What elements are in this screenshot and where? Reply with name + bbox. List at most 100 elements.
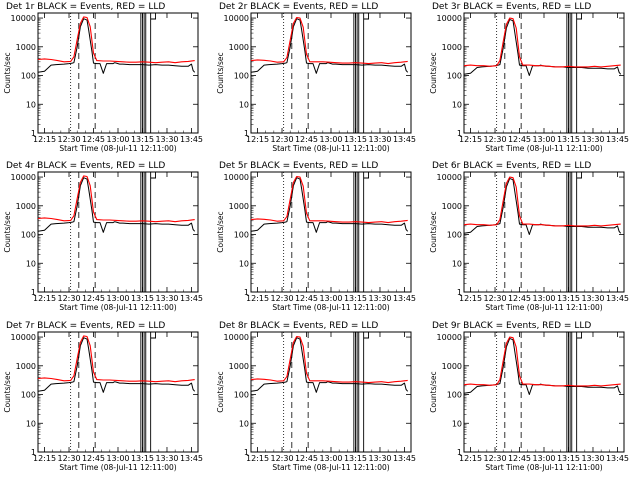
bracket-marker bbox=[363, 13, 370, 20]
y-tick-label: 1000 bbox=[229, 43, 249, 52]
y-tick-label: 10 bbox=[452, 419, 462, 428]
plot-frame bbox=[37, 171, 199, 293]
lld-series-line bbox=[250, 16, 408, 65]
panel-title: Det 5r BLACK = Events, RED = LLD bbox=[219, 161, 378, 171]
x-tick-label: 13:30 bbox=[368, 294, 391, 303]
y-tick-label: 1 bbox=[244, 288, 249, 297]
events-series-line bbox=[37, 18, 196, 74]
panel-title: Det 4r BLACK = Events, RED = LLD bbox=[6, 161, 165, 171]
lld-series-line bbox=[37, 175, 195, 223]
events-series-line bbox=[37, 337, 196, 393]
x-tick-label: 12:15 bbox=[33, 294, 56, 303]
x-tick-label: 13:30 bbox=[581, 135, 604, 144]
bracket-marker bbox=[150, 332, 157, 339]
x-tick-label: 12:15 bbox=[459, 294, 482, 303]
x-tick-label: 12:30 bbox=[270, 454, 293, 463]
y-tick-label: 10 bbox=[239, 419, 249, 428]
x-tick-label: 13:30 bbox=[581, 454, 604, 463]
x-tick-label: 12:30 bbox=[270, 135, 293, 144]
x-tick-label: 13:00 bbox=[532, 135, 555, 144]
x-axis-label: Start Time (08-Jul-11 12:11:00) bbox=[272, 303, 389, 312]
y-axis-label: Counts/sec bbox=[429, 371, 438, 412]
x-tick-label: 12:45 bbox=[82, 454, 105, 463]
y-tick-label: 10000 bbox=[224, 173, 249, 182]
y-tick-label: 10 bbox=[239, 100, 249, 109]
y-tick-label: 100 bbox=[447, 391, 462, 400]
y-axis-label: Counts/sec bbox=[429, 52, 438, 93]
y-tick-label: 1000 bbox=[442, 362, 462, 371]
detector-panel: Det 1r BLACK = Events, RED = LLD Counts/s… bbox=[3, 2, 203, 153]
y-tick-label: 10 bbox=[452, 100, 462, 109]
x-tick-label: 12:30 bbox=[270, 294, 293, 303]
x-tick-label: 12:15 bbox=[33, 454, 56, 463]
y-tick-label: 100 bbox=[447, 72, 462, 81]
plot-frame bbox=[463, 171, 625, 293]
bracket-marker bbox=[150, 13, 157, 20]
y-tick-label: 1000 bbox=[16, 362, 36, 371]
y-tick-label: 1 bbox=[457, 129, 462, 138]
plot-frame bbox=[250, 331, 412, 453]
y-tick-label: 10 bbox=[452, 259, 462, 268]
x-tick-label: 13:45 bbox=[393, 294, 416, 303]
y-tick-label: 10000 bbox=[11, 14, 36, 23]
x-tick-label: 12:15 bbox=[246, 454, 269, 463]
lld-series-line bbox=[463, 17, 621, 68]
y-tick-label: 1000 bbox=[229, 202, 249, 211]
y-tick-label: 1 bbox=[457, 288, 462, 297]
x-tick-label: 12:45 bbox=[295, 135, 318, 144]
y-tick-label: 100 bbox=[21, 72, 36, 81]
x-tick-label: 13:30 bbox=[368, 135, 391, 144]
y-tick-label: 1000 bbox=[229, 362, 249, 371]
y-tick-label: 10000 bbox=[11, 173, 36, 182]
y-tick-label: 10 bbox=[239, 259, 249, 268]
x-tick-label: 13:30 bbox=[155, 135, 178, 144]
x-tick-label: 13:15 bbox=[344, 454, 367, 463]
x-tick-label: 12:15 bbox=[459, 454, 482, 463]
x-tick-label: 12:30 bbox=[483, 454, 506, 463]
x-axis-label: Start Time (08-Jul-11 12:11:00) bbox=[272, 463, 389, 472]
y-tick-label: 100 bbox=[21, 391, 36, 400]
detector-panel: Det 6r BLACK = Events, RED = LLD Counts/s… bbox=[429, 161, 629, 312]
lld-series-line bbox=[250, 175, 408, 224]
x-axis-label: Start Time (08-Jul-11 12:11:00) bbox=[485, 144, 602, 153]
x-tick-label: 12:15 bbox=[246, 135, 269, 144]
y-tick-label: 1 bbox=[244, 448, 249, 457]
bracket-marker bbox=[576, 13, 583, 20]
lld-series-line bbox=[250, 335, 408, 384]
x-tick-label: 13:45 bbox=[180, 135, 203, 144]
x-tick-label: 13:45 bbox=[393, 135, 416, 144]
y-tick-label: 100 bbox=[234, 72, 249, 81]
y-axis-label: Counts/sec bbox=[216, 52, 225, 93]
y-axis-label: Counts/sec bbox=[3, 371, 12, 412]
events-series-line bbox=[250, 18, 409, 74]
detector-panel: Det 4r BLACK = Events, RED = LLD Counts/s… bbox=[3, 161, 203, 312]
events-series-line bbox=[37, 177, 196, 233]
plot-frame bbox=[463, 12, 625, 134]
y-tick-label: 1 bbox=[31, 129, 36, 138]
x-tick-label: 12:30 bbox=[57, 135, 80, 144]
y-tick-label: 10000 bbox=[11, 333, 36, 342]
bracket-marker bbox=[363, 332, 370, 339]
x-tick-label: 13:15 bbox=[131, 135, 154, 144]
x-tick-label: 13:00 bbox=[532, 294, 555, 303]
plot-frame bbox=[37, 331, 199, 453]
x-tick-label: 13:00 bbox=[106, 454, 129, 463]
plot-frame bbox=[37, 12, 199, 134]
x-tick-label: 13:15 bbox=[557, 454, 580, 463]
x-axis-label: Start Time (08-Jul-11 12:11:00) bbox=[272, 144, 389, 153]
x-tick-label: 12:30 bbox=[483, 294, 506, 303]
x-tick-label: 13:15 bbox=[557, 135, 580, 144]
x-tick-label: 13:45 bbox=[180, 294, 203, 303]
y-tick-label: 100 bbox=[234, 391, 249, 400]
x-tick-label: 12:45 bbox=[82, 294, 105, 303]
y-tick-label: 10000 bbox=[224, 14, 249, 23]
y-tick-label: 1 bbox=[31, 448, 36, 457]
events-series-line bbox=[250, 337, 409, 393]
y-tick-label: 10000 bbox=[437, 173, 462, 182]
panel-title: Det 7r BLACK = Events, RED = LLD bbox=[6, 321, 165, 331]
y-tick-label: 100 bbox=[21, 231, 36, 240]
bracket-marker bbox=[150, 172, 157, 179]
x-tick-label: 12:45 bbox=[82, 135, 105, 144]
panel-title: Det 6r BLACK = Events, RED = LLD bbox=[432, 161, 591, 171]
x-tick-label: 13:30 bbox=[155, 294, 178, 303]
